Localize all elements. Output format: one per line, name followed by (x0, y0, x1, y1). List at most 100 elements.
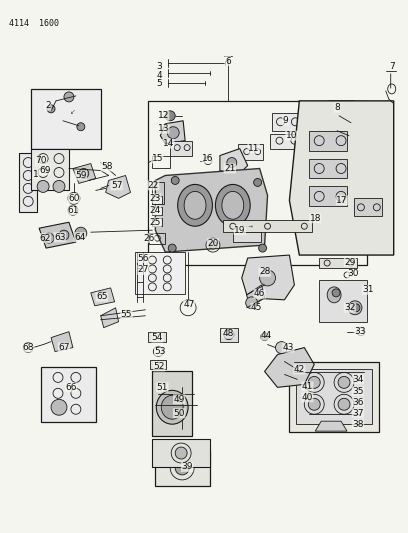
Polygon shape (289, 101, 394, 255)
Text: 58: 58 (101, 162, 113, 171)
Bar (223, 220, 312, 232)
Bar (152, 182, 164, 204)
Bar (319, 258, 357, 268)
Text: 68: 68 (22, 343, 34, 352)
Text: 60: 60 (68, 194, 80, 203)
Circle shape (175, 447, 187, 459)
Text: 6: 6 (225, 56, 231, 66)
Bar (152, 196, 162, 204)
Ellipse shape (184, 191, 206, 219)
Text: 52: 52 (154, 362, 165, 371)
Text: 37: 37 (352, 409, 364, 418)
Text: 67: 67 (58, 343, 70, 352)
Text: 15: 15 (151, 154, 163, 163)
Ellipse shape (156, 390, 188, 424)
Text: 53: 53 (155, 347, 166, 356)
Text: 5: 5 (156, 79, 162, 88)
Text: 34: 34 (352, 375, 364, 384)
Ellipse shape (222, 191, 244, 219)
Bar (152, 439, 210, 467)
Polygon shape (247, 285, 264, 308)
Text: 7: 7 (389, 61, 395, 70)
Text: 49: 49 (173, 395, 185, 404)
Circle shape (254, 179, 262, 187)
Circle shape (175, 461, 189, 475)
Text: 57: 57 (111, 181, 122, 190)
Bar (238, 144, 263, 159)
Polygon shape (220, 149, 248, 175)
Text: 46: 46 (254, 289, 265, 298)
Polygon shape (91, 288, 115, 306)
Text: 44: 44 (261, 331, 272, 340)
Text: 39: 39 (182, 463, 193, 472)
Text: 50: 50 (173, 409, 185, 418)
Text: 56: 56 (137, 254, 149, 263)
Circle shape (167, 127, 179, 139)
Text: 19: 19 (234, 225, 246, 235)
Bar (152, 156, 170, 167)
Polygon shape (160, 121, 185, 144)
Circle shape (59, 230, 69, 240)
Text: 21: 21 (224, 164, 235, 173)
Text: 69: 69 (39, 166, 51, 175)
Polygon shape (73, 164, 96, 183)
Bar (309, 131, 347, 151)
Circle shape (224, 330, 234, 340)
Text: 16: 16 (202, 154, 214, 163)
Bar (354, 198, 382, 216)
Circle shape (338, 376, 350, 389)
Text: 54: 54 (152, 333, 163, 342)
Text: 59: 59 (75, 171, 86, 180)
Bar (168, 454, 196, 462)
Bar (149, 332, 166, 342)
Bar (152, 372, 192, 436)
Circle shape (275, 342, 287, 353)
Polygon shape (242, 255, 295, 300)
Text: 35: 35 (352, 387, 364, 396)
Text: ← →: ← → (242, 224, 253, 229)
Bar (220, 328, 238, 342)
Text: 26: 26 (144, 233, 155, 243)
Text: 9: 9 (283, 116, 288, 125)
Text: 63: 63 (54, 232, 66, 241)
Text: 22: 22 (148, 181, 159, 190)
Circle shape (77, 123, 85, 131)
Bar (152, 207, 162, 215)
Bar (289, 362, 379, 432)
Circle shape (246, 297, 257, 309)
Ellipse shape (215, 184, 250, 226)
Circle shape (227, 158, 237, 167)
Polygon shape (324, 101, 354, 146)
Text: 20: 20 (207, 239, 219, 248)
Circle shape (352, 304, 360, 312)
Polygon shape (39, 222, 76, 248)
Bar (31, 89, 101, 149)
Polygon shape (101, 308, 119, 328)
Bar (309, 158, 347, 179)
Text: 38: 38 (352, 419, 364, 429)
Circle shape (64, 92, 74, 102)
Text: 61: 61 (67, 206, 79, 215)
Ellipse shape (161, 395, 183, 419)
Text: 27: 27 (138, 265, 149, 274)
Text: 65: 65 (96, 292, 107, 301)
Bar (151, 360, 166, 369)
Circle shape (332, 289, 340, 297)
Text: 62: 62 (40, 233, 51, 243)
Text: ↙: ↙ (70, 109, 76, 115)
Bar (170, 141, 192, 156)
Circle shape (338, 398, 350, 410)
Polygon shape (264, 348, 314, 387)
Text: 18: 18 (310, 214, 321, 223)
Text: 70: 70 (35, 156, 47, 165)
Circle shape (168, 244, 176, 252)
Text: 47: 47 (184, 300, 195, 309)
Circle shape (165, 111, 175, 121)
Text: 29: 29 (344, 257, 356, 266)
Bar (309, 187, 347, 206)
Text: 40: 40 (302, 393, 313, 402)
Text: 2: 2 (45, 101, 51, 110)
Text: 13: 13 (157, 124, 169, 133)
Bar (149, 233, 165, 244)
Circle shape (75, 227, 87, 239)
